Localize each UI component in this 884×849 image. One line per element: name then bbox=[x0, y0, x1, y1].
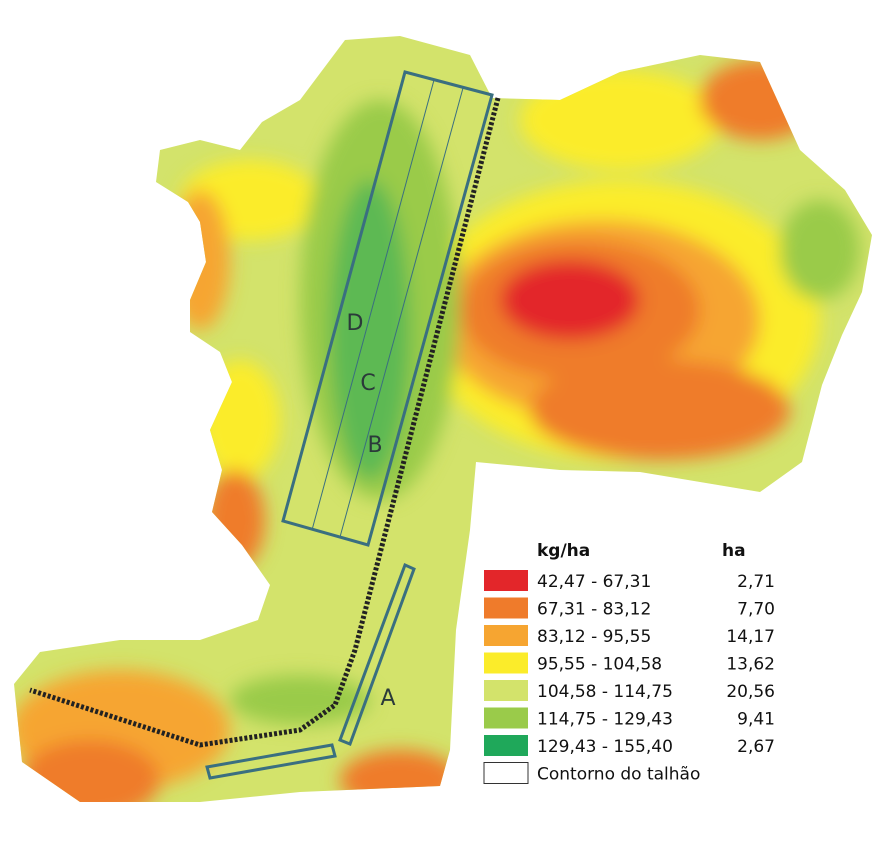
legend-area: 20,56 bbox=[726, 682, 775, 702]
legend-unit-header: kg/ha bbox=[537, 541, 590, 561]
yield-map: D C B Akg/ha ha 42,47 - 67,31 2,71 67,31 - 83,1… bbox=[0, 0, 884, 849]
legend-area: 14,17 bbox=[726, 627, 775, 647]
strip-label: C bbox=[360, 371, 375, 396]
strip-label: B bbox=[367, 433, 382, 458]
legend-range: 114,75 - 129,43 bbox=[537, 710, 673, 730]
legend-swatch bbox=[484, 625, 528, 646]
legend-swatch bbox=[484, 708, 528, 729]
page: {"map": { "labels": ["D", "C", "B", "A"]… bbox=[0, 0, 884, 849]
legend-range: 83,12 - 95,55 bbox=[537, 627, 651, 647]
legend-swatch bbox=[484, 653, 528, 674]
legend-outline: Contorno do talhão bbox=[537, 765, 700, 785]
legend-swatch bbox=[484, 570, 528, 591]
legend-range: 129,43 - 155,40 bbox=[537, 737, 673, 757]
legend-swatch bbox=[484, 598, 528, 619]
strip-label: A bbox=[380, 686, 395, 711]
legend-range: 104,58 - 114,75 bbox=[537, 682, 673, 702]
legend-swatch-outline bbox=[484, 763, 528, 784]
legend-area: 2,71 bbox=[737, 572, 775, 592]
legend-area: 7,70 bbox=[737, 600, 775, 620]
legend-swatch bbox=[484, 735, 528, 756]
legend-range: 42,47 - 67,31 bbox=[537, 572, 651, 592]
legend-swatch bbox=[484, 680, 528, 701]
legend-area: 2,67 bbox=[737, 737, 775, 757]
legend-area: 13,62 bbox=[726, 655, 775, 675]
legend-range: 67,31 - 83,12 bbox=[537, 600, 651, 620]
strip-label: D bbox=[347, 311, 364, 336]
legend-area: 9,41 bbox=[737, 710, 775, 730]
legend-area-header: ha bbox=[722, 541, 746, 561]
legend-range: 95,55 - 104,58 bbox=[537, 655, 662, 675]
